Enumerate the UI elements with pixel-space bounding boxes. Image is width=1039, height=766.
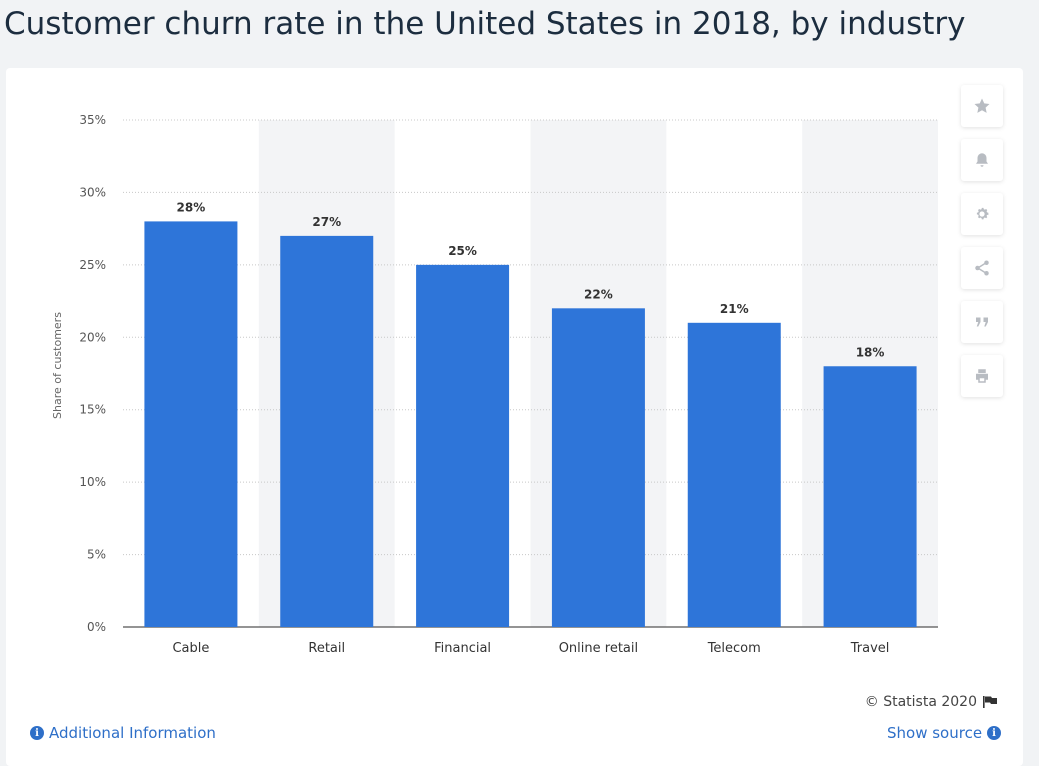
- gear-icon: [976, 207, 989, 220]
- quote-icon: [976, 317, 988, 327]
- alert-button[interactable]: [961, 139, 1003, 181]
- star-icon: [974, 98, 990, 113]
- share-icon: [975, 260, 989, 276]
- chart-toolbar: [961, 85, 1003, 409]
- additional-information-label: Additional Information: [49, 724, 216, 742]
- y-tick-label: 30%: [79, 185, 106, 199]
- y-tick-label: 35%: [79, 113, 106, 127]
- data-label: 27%: [312, 215, 341, 229]
- statista-credit[interactable]: © Statista 2020: [820, 692, 998, 712]
- additional-information-link[interactable]: i Additional Information: [30, 723, 216, 743]
- bar-chart: 0% 5% 10% 15% 20% 25% 30% 35% 28% Cable 27% Retail 2…: [51, 113, 938, 656]
- x-tick-label: Cable: [172, 641, 209, 656]
- y-axis-title: Share of customers: [51, 312, 64, 419]
- credit-text: © Statista 2020: [864, 694, 977, 710]
- settings-button[interactable]: [961, 193, 1003, 235]
- chart-card: 0% 5% 10% 15% 20% 25% 30% 35% 28% Cable 27% Retail 2…: [6, 68, 1023, 766]
- info-icon: i: [30, 726, 44, 740]
- bar-online-retail[interactable]: [551, 308, 645, 627]
- bar-cable[interactable]: [144, 221, 238, 627]
- y-tick-label: 5%: [87, 548, 106, 562]
- data-label: 21%: [720, 302, 749, 316]
- y-tick-label: 15%: [79, 403, 106, 417]
- bar-telecom[interactable]: [687, 322, 781, 627]
- data-label: 25%: [448, 244, 477, 258]
- x-tick-label: Financial: [434, 641, 491, 656]
- cite-button[interactable]: [961, 301, 1003, 343]
- bar-travel[interactable]: [823, 366, 917, 627]
- x-tick-label: Retail: [308, 641, 345, 656]
- info-icon: i: [987, 726, 1002, 740]
- data-label: 22%: [584, 287, 613, 301]
- bar-financial[interactable]: [416, 264, 510, 627]
- y-tick-label: 10%: [79, 475, 106, 489]
- flag-icon: [983, 696, 997, 708]
- page-title: Customer churn rate in the United States…: [4, 6, 966, 42]
- x-tick-label: Travel: [850, 641, 890, 656]
- y-tick-label: 0%: [87, 620, 106, 634]
- print-button[interactable]: [961, 355, 1003, 397]
- y-tick-label: 25%: [79, 258, 106, 272]
- bell-icon: [976, 153, 988, 167]
- show-source-label: Show source: [887, 724, 983, 742]
- show-source-link[interactable]: Show source i: [887, 723, 1002, 743]
- y-tick-label: 20%: [79, 330, 106, 344]
- x-tick-label: Online retail: [559, 641, 638, 656]
- share-button[interactable]: [961, 247, 1003, 289]
- x-tick-label: Telecom: [707, 641, 761, 656]
- print-icon: [976, 369, 988, 383]
- bar-retail[interactable]: [280, 235, 374, 627]
- favorite-button[interactable]: [961, 85, 1003, 127]
- data-label: 28%: [177, 200, 206, 214]
- data-label: 18%: [856, 345, 885, 359]
